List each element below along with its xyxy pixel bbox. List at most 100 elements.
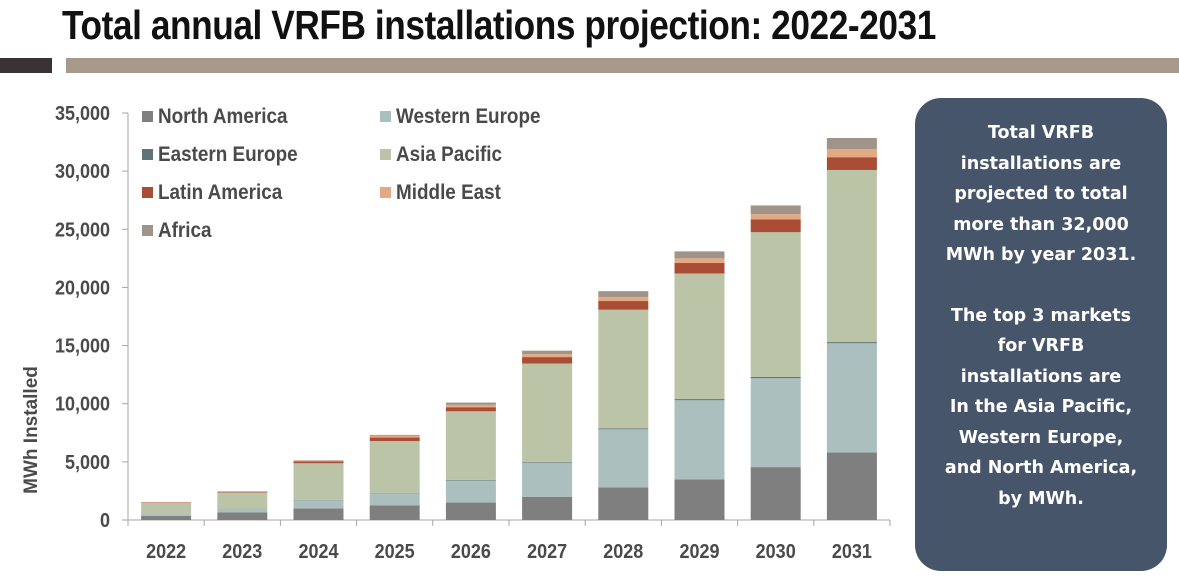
bar-segment-eastern-europe <box>826 342 877 344</box>
bar-segment-latin-america <box>598 301 649 310</box>
legend-swatch <box>380 149 391 160</box>
y-axis: 0 5,000 10,000 15,000 20,000 25,000 30,000 35,0… <box>55 103 129 532</box>
bar-segment-eastern-europe <box>445 479 496 481</box>
y-tick-label: 20,000 <box>55 278 110 300</box>
y-tick-label: 10,000 <box>55 394 110 416</box>
bar-segment-africa <box>826 138 877 150</box>
legend-item-eastern-europe: Eastern Europe <box>142 143 298 166</box>
bar-segment-latin-america <box>369 437 420 442</box>
bar-segment-asia-pacific <box>293 463 344 500</box>
bar-segment-middle-east <box>826 149 877 158</box>
x-tick-label: 2026 <box>451 541 491 563</box>
bar-segment-latin-america <box>217 491 268 493</box>
legend-item-asia-pacific: Asia Pacific <box>380 143 502 166</box>
bar-segment-asia-pacific <box>522 363 573 463</box>
bar-segment-north-america <box>522 496 573 520</box>
bar-segment-latin-america <box>750 219 801 233</box>
bar-stack-2027 <box>522 350 573 520</box>
bar-segment-asia-pacific <box>598 309 649 429</box>
legend-swatch <box>142 111 153 122</box>
bar-segment-western-europe <box>522 463 573 497</box>
legend-label: Middle East <box>396 181 501 204</box>
bar-segment-latin-america <box>674 263 725 274</box>
legend-swatch <box>142 149 153 160</box>
bar-stack-2028 <box>598 291 649 520</box>
bar-segment-north-america <box>445 502 496 520</box>
callout-line: by MWh. <box>998 488 1084 509</box>
y-tick-label: 0 <box>100 510 110 532</box>
bar-segment-middle-east <box>674 258 725 264</box>
bar-segment-latin-america <box>445 407 496 412</box>
title-rule-accent <box>0 58 52 73</box>
bar-segment-western-europe <box>598 429 649 488</box>
legend-label: Western Europe <box>396 105 541 128</box>
x-tick-label: 2031 <box>832 541 872 563</box>
bar-segment-western-europe <box>369 493 420 506</box>
legend-swatch <box>142 187 153 198</box>
bar-segment-middle-east <box>598 296 649 302</box>
callout-line: In the Asia Pacific, <box>949 397 1133 417</box>
legend-label: Africa <box>158 219 212 242</box>
bar-segment-asia-pacific <box>674 273 725 400</box>
legend-item-western-europe: Western Europe <box>380 105 541 128</box>
bar-segment-western-europe <box>141 514 192 516</box>
page-title: Total annual VRFB installations projecti… <box>62 2 936 48</box>
bar-segment-eastern-europe <box>598 428 649 430</box>
callout-line: installations are <box>960 366 1122 387</box>
x-tick-label: 2028 <box>603 541 643 563</box>
bar-segment-eastern-europe <box>750 376 801 379</box>
bar-segment-asia-pacific <box>445 411 496 480</box>
bar-stack-2024 <box>293 460 344 520</box>
legend: North America Western Europe Eastern Europ… <box>142 105 541 242</box>
bar-stack-2023 <box>217 491 268 520</box>
legend-swatch <box>380 111 391 122</box>
bar-segment-asia-pacific <box>826 169 877 343</box>
bar-segment-asia-pacific <box>141 503 192 515</box>
bar-segment-africa <box>522 350 573 355</box>
x-tick-label: 2023 <box>222 541 262 563</box>
bar-segment-middle-east <box>445 404 496 408</box>
bar-segment-asia-pacific <box>750 232 801 377</box>
bar-segment-north-america <box>674 479 725 520</box>
bar-segment-africa <box>598 291 649 297</box>
legend-swatch <box>142 225 153 236</box>
legend-label: Asia Pacific <box>396 143 502 166</box>
bar-segment-north-america <box>598 487 649 520</box>
bar-segment-western-europe <box>217 508 268 513</box>
y-axis-label: MWh Installed <box>21 366 42 494</box>
callout-line: Western Europe, <box>958 427 1124 448</box>
bar-segment-north-america <box>826 452 877 520</box>
callout-line: more than 32,000 <box>953 214 1129 235</box>
bar-stack-2022 <box>141 502 192 520</box>
legend-item-north-america: North America <box>142 105 288 128</box>
bar-segment-north-america <box>293 508 344 520</box>
bar-segment-asia-pacific <box>369 441 420 493</box>
title-rule <box>66 58 1179 73</box>
x-axis: 2022 2023 2024 2025 2026 2027 2028 2029 2030 2031 <box>127 519 891 563</box>
bar-segment-western-europe <box>445 480 496 503</box>
bar-segment-eastern-europe <box>522 462 573 464</box>
summary-callout: Total VRFB installations are projected t… <box>915 98 1167 571</box>
y-tick-label: 5,000 <box>65 452 110 474</box>
x-tick-label: 2029 <box>679 541 719 563</box>
bar-segment-north-america <box>369 505 420 520</box>
bar-segment-eastern-europe <box>674 399 725 401</box>
bar-stack-2031 <box>826 138 877 520</box>
bars <box>141 138 877 520</box>
bar-segment-latin-america <box>826 157 877 170</box>
bar-segment-western-europe <box>293 500 344 509</box>
legend-item-africa: Africa <box>142 219 212 242</box>
x-tick-label: 2027 <box>527 541 567 563</box>
legend-label: Latin America <box>158 181 283 204</box>
bar-segment-western-europe <box>674 400 725 480</box>
callout-line: and North America, <box>944 458 1138 478</box>
callout-line: projected to total <box>954 184 1128 204</box>
callout-line: for VRFB <box>997 336 1085 356</box>
bar-segment-latin-america <box>293 461 344 464</box>
y-tick-label: 30,000 <box>55 161 110 183</box>
y-tick-label: 25,000 <box>55 219 110 241</box>
bar-segment-latin-america <box>522 357 573 364</box>
legend-label: Eastern Europe <box>158 143 298 166</box>
legend-item-middle-east: Middle East <box>380 181 501 204</box>
x-tick-label: 2030 <box>756 541 796 563</box>
